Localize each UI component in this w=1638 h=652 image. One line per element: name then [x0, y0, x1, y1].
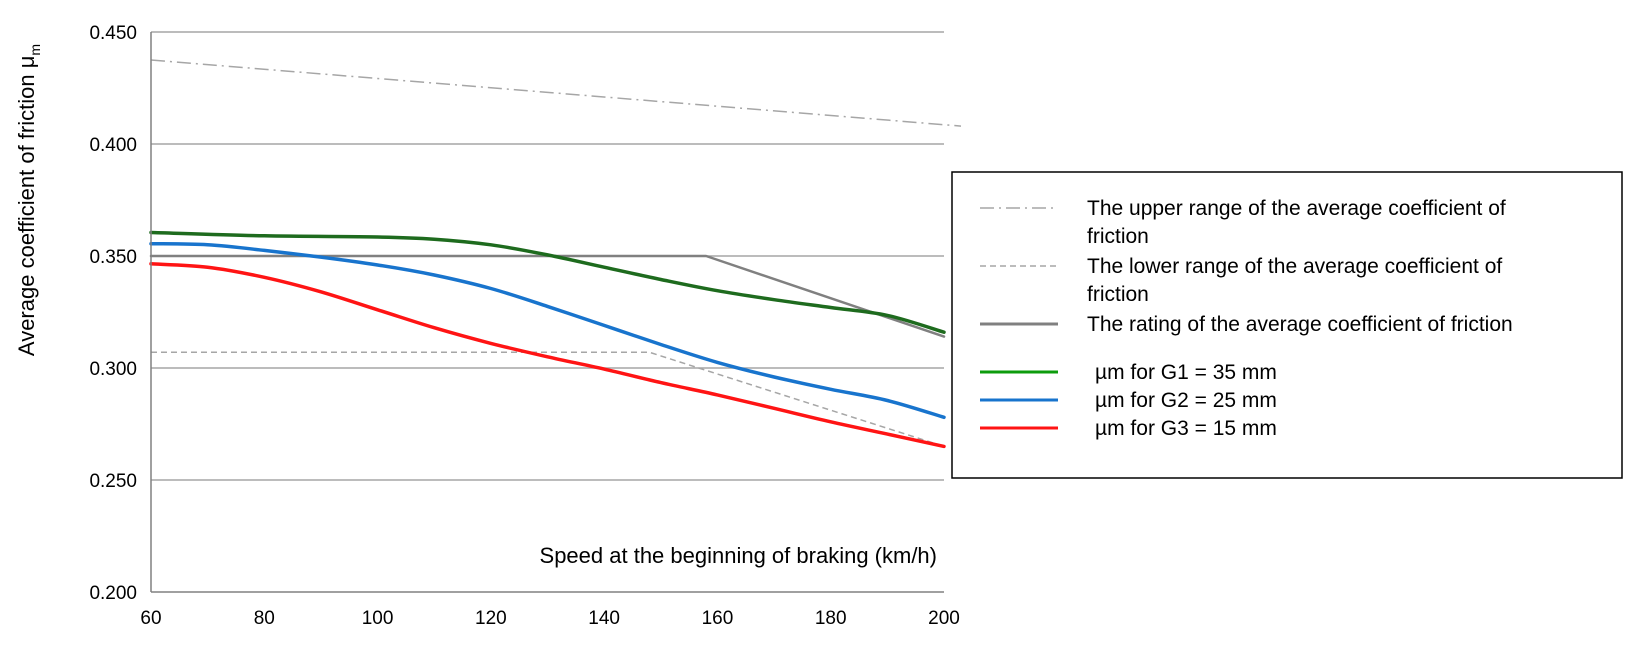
y-tick-label-3: 0.350: [89, 247, 137, 268]
y-tick-label-2: 0.300: [89, 359, 137, 380]
y-axis-title: Average coefficient of friction μm: [14, 44, 43, 356]
y-axis-title-main: Average coefficient of friction μ: [14, 56, 39, 356]
y-tick-label-5: 0.450: [89, 23, 137, 44]
x-axis-title: Speed at the beginning of braking (km/h): [540, 543, 937, 568]
legend-label-1-0: The lower range of the average coefficie…: [1087, 255, 1502, 278]
legend-label-0-0: The upper range of the average coefficie…: [1087, 197, 1506, 220]
legend-box: [951, 171, 1623, 479]
x-tick-label-6: 180: [815, 608, 847, 629]
x-tick-label-4: 140: [588, 608, 620, 629]
series-line-4: [149, 241, 946, 420]
x-tick-label-0: 60: [140, 608, 161, 629]
legend: The upper range of the average coefficie…: [951, 171, 1623, 479]
legend-label-4-0: µm for G2 = 25 mm: [1095, 389, 1277, 412]
y-tick-label-1: 0.250: [89, 471, 137, 492]
legend-label-3-0: µm for G1 = 35 mm: [1095, 361, 1277, 384]
series-line-5: [149, 262, 946, 449]
x-tick-labels: 60 80 100 120 140 160 180 200: [140, 608, 959, 629]
legend-label-1-1: friction: [1087, 283, 1149, 306]
legend-label-0-1: friction: [1087, 225, 1149, 248]
x-tick-label-2: 100: [362, 608, 394, 629]
y-tick-label-4: 0.400: [89, 135, 137, 156]
x-tick-label-3: 120: [475, 608, 507, 629]
legend-label-2-0: The rating of the average coefficient of…: [1087, 313, 1513, 336]
x-tick-label-7: 200: [928, 608, 960, 629]
y-tick-label-0: 0.200: [89, 583, 137, 604]
series-line-3: [149, 230, 946, 334]
x-tick-label-1: 80: [254, 608, 275, 629]
legend-label-5-0: µm for G3 = 15 mm: [1095, 417, 1277, 440]
x-tick-label-5: 160: [702, 608, 734, 629]
series-line-1: [151, 351, 945, 448]
series-line-0: [150, 59, 962, 127]
y-tick-labels: 0.200 0.250 0.300 0.350 0.400 0.450: [89, 23, 137, 604]
y-axis-title-subscript: m: [27, 44, 43, 56]
series-group: [149, 59, 962, 449]
series-line-2: [149, 254, 946, 338]
